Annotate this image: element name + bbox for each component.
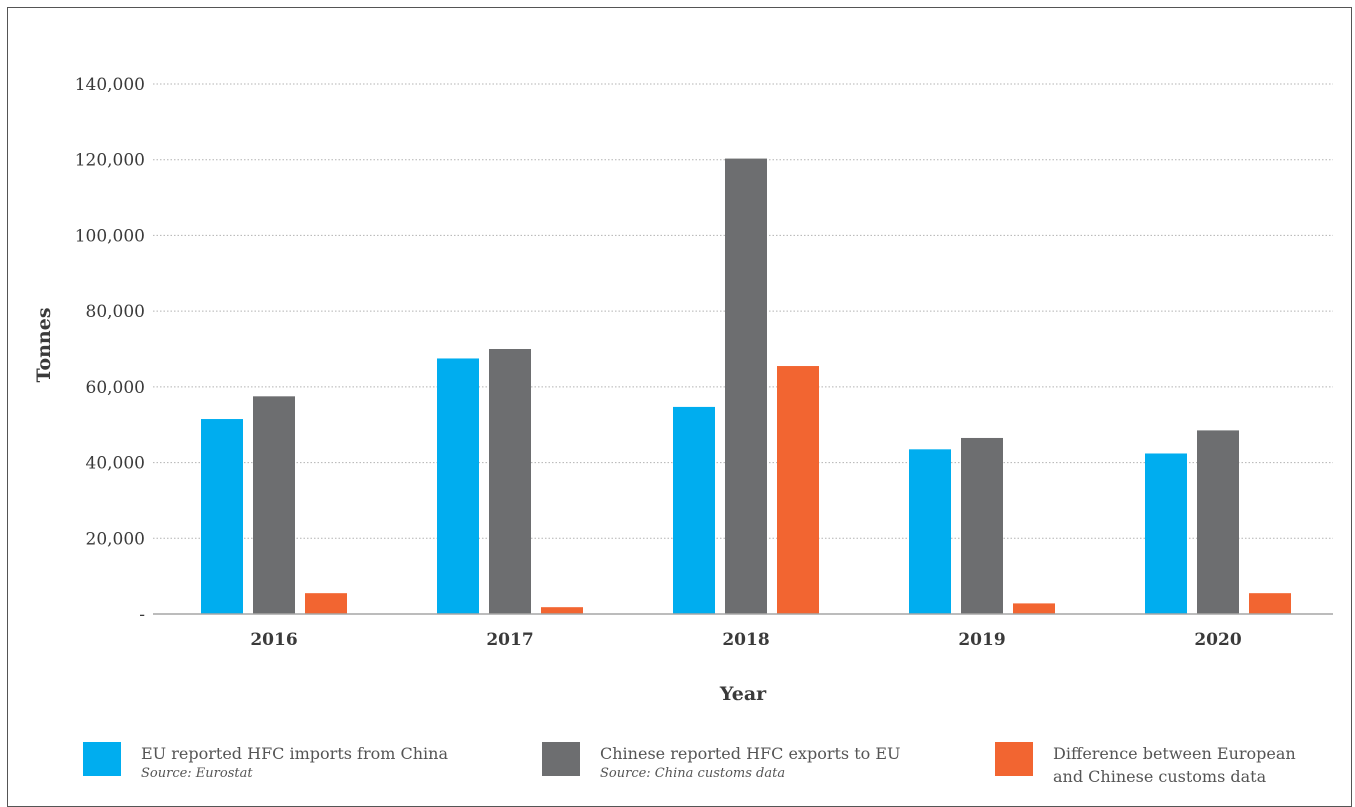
x-tick-label: 2019 bbox=[958, 630, 1005, 650]
gridlines bbox=[153, 83, 1333, 539]
bar-2018-series-1 bbox=[673, 406, 715, 614]
y-tick-label: 120,000 bbox=[75, 151, 145, 171]
x-tick-label: 2018 bbox=[722, 630, 769, 650]
bar-2016-series-2 bbox=[253, 396, 295, 614]
bar-chart: - 20,000 40,000 60,000 80,000 100,000 120,000 1… bbox=[33, 75, 1333, 705]
x-axis-ticks: 2016 2017 2018 2019 2020 bbox=[250, 630, 1241, 650]
bar-2020-series-1 bbox=[1145, 453, 1187, 614]
legend-item-eu-imports: EU reported HFC imports from China Sourc… bbox=[83, 742, 448, 783]
bar-2018-series-3 bbox=[777, 366, 819, 614]
y-axis-title: Tonnes bbox=[33, 307, 55, 382]
bar-2020-series-2 bbox=[1197, 430, 1239, 614]
legend-label-eu-imports: EU reported HFC imports from China bbox=[141, 744, 449, 763]
bar-2016-series-3 bbox=[305, 593, 347, 614]
bar-2016-series-1 bbox=[201, 419, 243, 614]
bar-2017-series-3 bbox=[541, 607, 583, 614]
legend-item-chinese-exports: Chinese reported HFC exports to EU Sourc… bbox=[542, 742, 901, 783]
bar-2019-series-3 bbox=[1013, 603, 1055, 614]
y-tick-label: 60,000 bbox=[86, 378, 145, 398]
x-axis-title: Year bbox=[719, 683, 767, 705]
y-tick-label: 100,000 bbox=[75, 226, 145, 246]
bar-2018-series-2 bbox=[725, 158, 767, 615]
y-tick-label: 20,000 bbox=[86, 529, 145, 549]
legend-swatch-chinese-exports bbox=[542, 742, 580, 776]
x-tick-label: 2016 bbox=[250, 630, 297, 650]
y-tick-label: 140,000 bbox=[75, 75, 145, 95]
x-tick-label: 2017 bbox=[486, 630, 533, 650]
y-tick-label: 40,000 bbox=[86, 454, 145, 474]
bar-2020-series-3 bbox=[1249, 593, 1291, 614]
bar-2019-series-2 bbox=[961, 437, 1003, 614]
legend-source-eurostat: Source: Eurostat bbox=[141, 766, 253, 781]
y-tick-label: 80,000 bbox=[86, 302, 145, 322]
legend-source-china-customs: Source: China customs data bbox=[600, 766, 786, 781]
y-tick-label: - bbox=[139, 605, 145, 625]
y-axis-ticks: - 20,000 40,000 60,000 80,000 100,000 120,000 1… bbox=[75, 75, 145, 625]
bars bbox=[201, 158, 1291, 615]
x-tick-label: 2020 bbox=[1194, 630, 1241, 650]
legend-item-difference: Difference between European and Chinese … bbox=[995, 742, 1296, 788]
legend-label-chinese-exports: Chinese reported HFC exports to EU bbox=[600, 744, 901, 763]
bar-2017-series-2 bbox=[489, 349, 531, 614]
bar-2017-series-1 bbox=[437, 358, 479, 614]
legend-label-difference-line2: and Chinese customs data bbox=[1053, 767, 1267, 786]
bar-2019-series-1 bbox=[909, 449, 951, 614]
legend-label-difference-line1: Difference between European bbox=[1053, 744, 1296, 763]
legend-swatch-eu-imports bbox=[83, 742, 121, 776]
legend-swatch-difference bbox=[995, 742, 1033, 776]
